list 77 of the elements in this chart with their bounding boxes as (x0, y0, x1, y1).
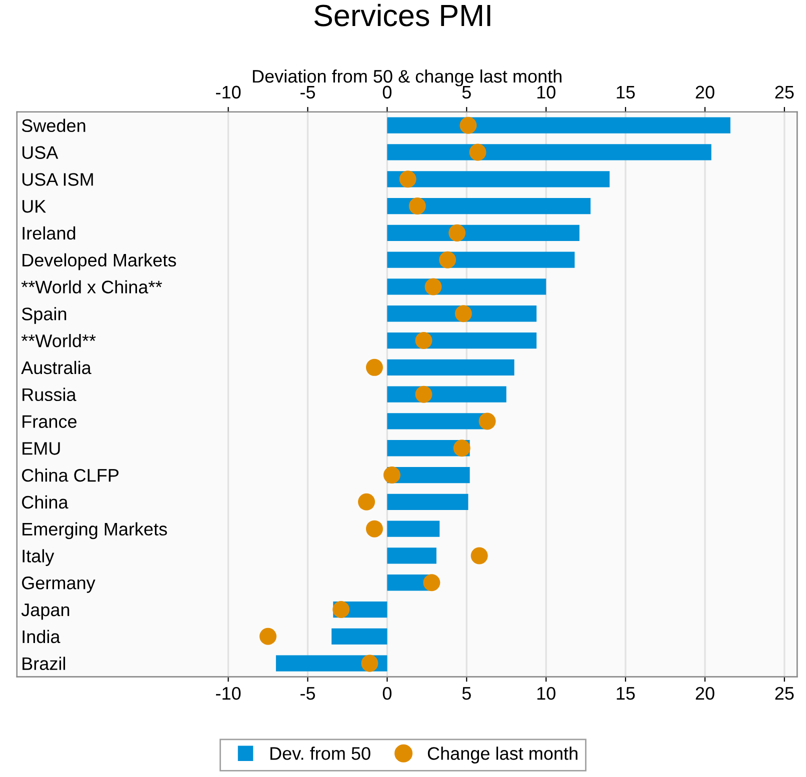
y-tick-label: **World** (21, 334, 96, 348)
x-tick-label: -10 (216, 686, 241, 700)
y-tick-label: India (22, 630, 60, 644)
point (366, 520, 383, 538)
y-tick-label: **World x China** (21, 280, 162, 294)
x-tick-label: 10 (537, 686, 556, 700)
x-tick-label: 15 (616, 687, 635, 700)
x-tick-label: -5 (300, 687, 315, 700)
bar (387, 494, 468, 510)
x2-tick-label: 0 (382, 86, 392, 99)
y-tick-label: Ireland (22, 226, 76, 240)
bar (387, 171, 610, 188)
bar (387, 520, 440, 537)
y-tick-label: Germany (22, 576, 96, 593)
bar (387, 548, 436, 564)
point (469, 144, 486, 161)
point (423, 574, 440, 592)
point (448, 224, 466, 242)
chart-title: Services PMI (314, 4, 490, 26)
point (358, 493, 376, 510)
point (454, 305, 472, 322)
point (366, 358, 383, 376)
point (415, 386, 432, 403)
bar (387, 252, 575, 268)
y-tick-label: Sweden (22, 118, 86, 132)
y-tick-label: Russia (22, 388, 76, 402)
x2-tick-label: 25 (775, 86, 794, 99)
legend-label: Dev. from 50 (270, 746, 370, 760)
y-tick-label: UK (22, 200, 46, 213)
point (332, 601, 350, 618)
bar (387, 306, 537, 322)
legend-label: Change last month (428, 746, 578, 764)
bar (387, 359, 514, 376)
y-tick-label: Emerging Markets (22, 522, 167, 540)
y-tick-label: Developed Markets (22, 253, 176, 270)
point (408, 198, 426, 215)
bar (387, 144, 712, 160)
y-tick-label: Spain (22, 307, 66, 324)
x2-tick-label: 5 (462, 86, 471, 99)
y-tick-label: China CLFP (22, 468, 118, 482)
y-tick-label: China (22, 495, 68, 509)
x2-tick-label: -5 (300, 86, 315, 99)
x2-tick-label: 15 (616, 86, 635, 99)
point (453, 440, 470, 457)
bar (387, 198, 591, 214)
x2-tick-label: 10 (537, 86, 556, 99)
point (424, 278, 442, 296)
bar (387, 413, 486, 430)
x-tick-label: 5 (462, 687, 471, 700)
y-tick-label: Brazil (22, 656, 66, 670)
bar (387, 278, 546, 295)
bar (387, 332, 537, 349)
point (399, 170, 416, 188)
x2-tick-label: 20 (696, 86, 714, 99)
point (361, 654, 378, 672)
y-tick-label: Italy (22, 549, 54, 566)
y-tick-label: EMU (22, 442, 60, 455)
y-tick-label: France (22, 415, 76, 428)
point (415, 332, 432, 350)
y-tick-label: USA ISM (22, 173, 93, 186)
point (439, 251, 456, 268)
y-tick-label: Japan (21, 604, 70, 620)
bar (332, 628, 388, 644)
bar (387, 117, 730, 134)
point (478, 412, 496, 430)
y-tick-label: USA (22, 146, 58, 159)
point (470, 547, 488, 564)
point (259, 628, 276, 645)
x2-axis-title: Deviation from 50 & change last month (252, 69, 562, 86)
x-tick-label: 25 (775, 686, 794, 700)
x2-tick-label: -10 (216, 86, 241, 99)
y-tick-label: Australia (21, 360, 92, 374)
point (383, 466, 400, 484)
x-tick-label: 20 (696, 686, 714, 700)
x-tick-label: 0 (382, 686, 392, 700)
point (460, 116, 477, 134)
bar (387, 224, 580, 242)
